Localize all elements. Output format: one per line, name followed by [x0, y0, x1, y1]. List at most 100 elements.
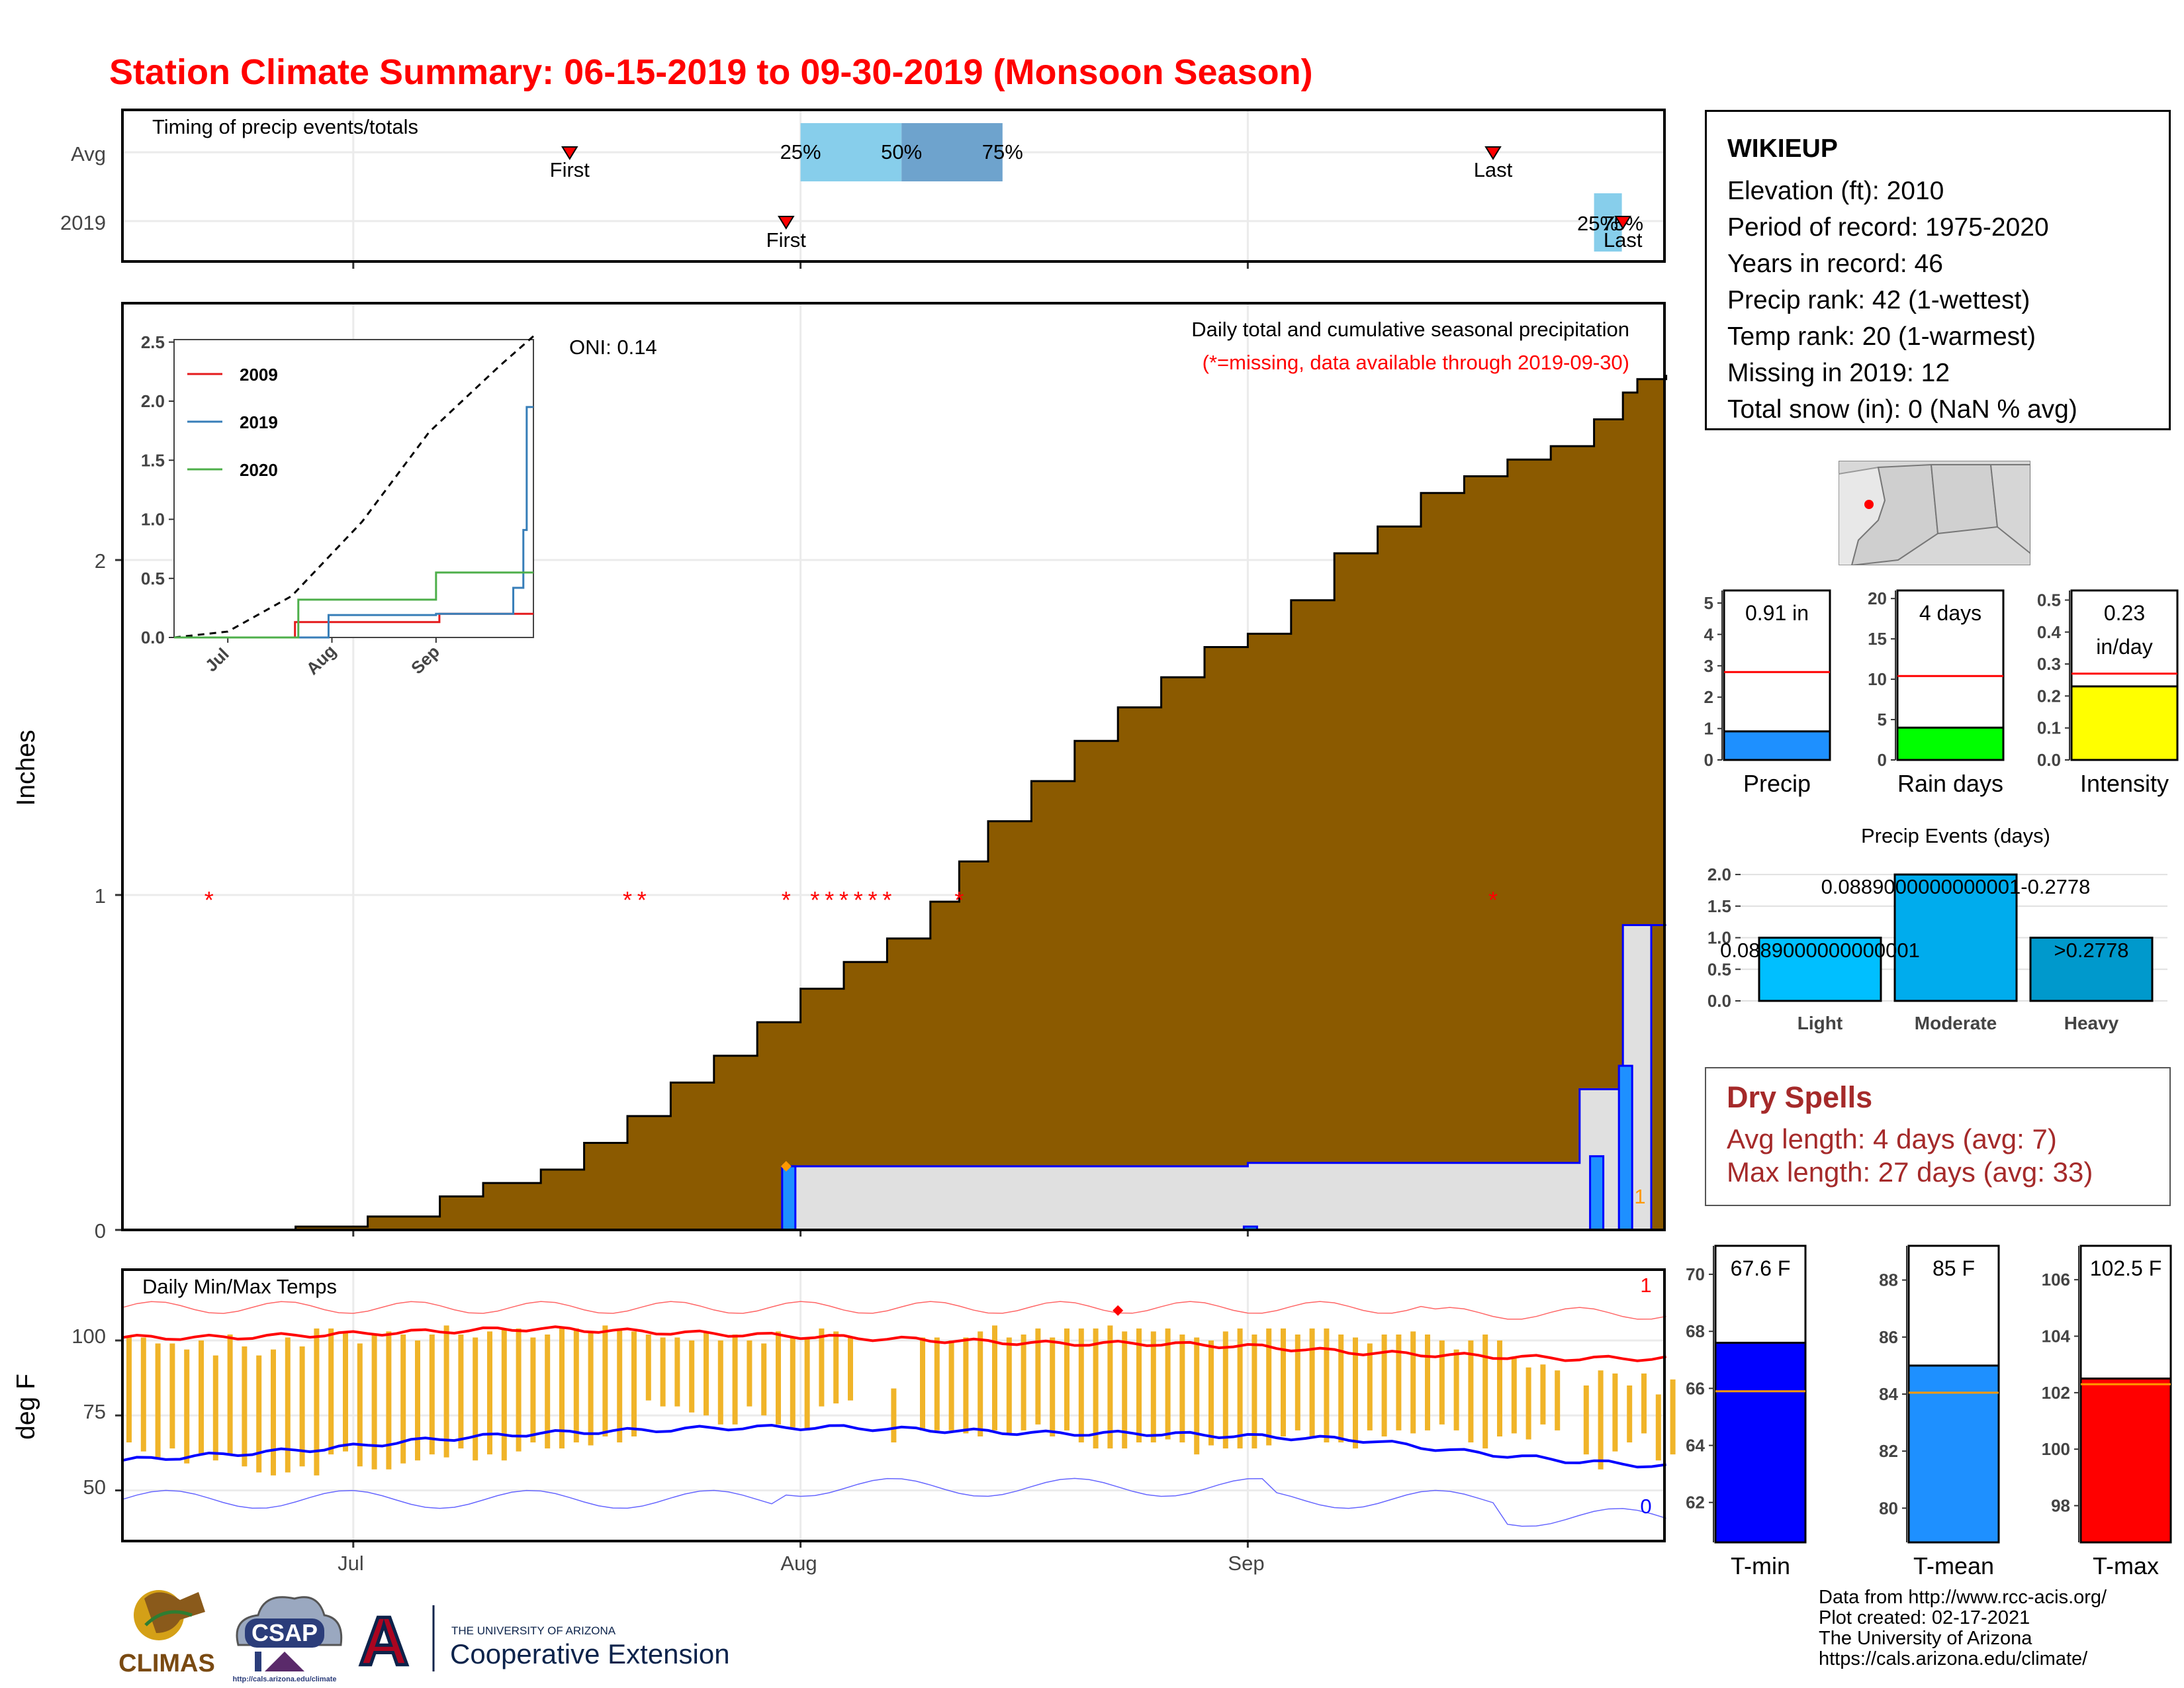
- temp-ytick-75: 75: [83, 1400, 106, 1423]
- record-low-line: [122, 1477, 1666, 1527]
- first-event-marker: [780, 1160, 792, 1172]
- oni-value: ONI: 0.14: [569, 336, 657, 359]
- event-label-heavy: >0.2778: [2054, 939, 2129, 962]
- event-cat-heavy: Heavy: [2064, 1013, 2119, 1033]
- temp-bar-label-tmin: 67.6 F: [1731, 1256, 1791, 1280]
- mini-bar-ytick-label: 15: [1868, 629, 1887, 649]
- ua-small-text: THE UNIVERSITY OF ARIZONA: [451, 1624, 616, 1637]
- precip-missing-note: (*=missing, data available through 2019-…: [1203, 351, 1629, 374]
- inset-ytick-label: 1.5: [141, 450, 165, 470]
- inset-ytick-label: 0.5: [141, 569, 165, 588]
- timing-avg-50-label: 50%: [881, 140, 922, 164]
- missing-day-marker: *: [868, 886, 878, 914]
- mini-bar-fill: [2070, 685, 2179, 761]
- event-cat-moderate: Moderate: [1915, 1013, 1997, 1033]
- mini-bar-fill: [1723, 730, 1831, 761]
- event-label-moderate: 0.0889000000000001-0.2778: [1821, 875, 2091, 898]
- temp-bar-name-tmin: T-min: [1731, 1552, 1790, 1579]
- mini-bar-name-intensity: Intensity: [2080, 770, 2169, 797]
- precip-event-bar: [1758, 937, 1882, 1002]
- inset-legend: 2009 2019 2020: [187, 365, 278, 480]
- dry-spells-title: Dry Spells: [1727, 1080, 1873, 1114]
- logos: CLIMAS CSAP http://cals.arizona.edu/clim…: [118, 1590, 730, 1683]
- mini-bar-ytick-label: 20: [1868, 588, 1887, 608]
- mini-bar-ytick-label: 0.2: [2037, 686, 2061, 706]
- mini-bar-label2-intensity: in/day: [2096, 635, 2152, 659]
- timing-avg-first-label: First: [550, 158, 590, 181]
- timing-avg-25-label: 25%: [780, 140, 821, 164]
- precip-panel: * * * * * * * * * * * * Daily total and cumulative …: [12, 302, 1668, 1243]
- avg-max-temp-line: [122, 1325, 1666, 1362]
- temp-bars-svg: 62 64 66 68 70 80 82 84 86 88 98 100 102 104 106 T-min…: [1686, 1244, 2172, 1579]
- mini-bar-ytick-label: 0.1: [2037, 718, 2061, 738]
- x-axis: Jul Aug Sep: [338, 1552, 1264, 1575]
- precip-frame: [121, 302, 1666, 1231]
- precip-ytick-0: 0: [95, 1219, 106, 1243]
- temp-bar-ytick-label: 102: [2042, 1383, 2070, 1403]
- mini-bar-fill: [1896, 726, 2005, 761]
- mini-bar-name-raindays: Rain days: [1897, 770, 2003, 797]
- timing-avg-last-label: Last: [1474, 158, 1513, 181]
- footer-plot-created: Plot created: 02-17-2021: [1819, 1607, 2030, 1628]
- mini-bar-label-precip: 0.91 in: [1745, 601, 1809, 625]
- timing-avg-75-label: 75%: [982, 140, 1023, 164]
- mini-bar-ytick-label: 4: [1704, 624, 1714, 644]
- missing-day-marker: *: [205, 886, 214, 914]
- station-years: Years in record: 46: [1727, 250, 1943, 278]
- temp-bar-ytick-label: 70: [1686, 1264, 1705, 1284]
- station-info-box: WIKIEUP Elevation (ft): 2010 Period of r…: [1705, 110, 2171, 430]
- mini-bar-ytick-label: 10: [1868, 669, 1887, 689]
- events-ytick-label: 0.0: [1707, 991, 1731, 1011]
- temp-ytick-100: 100: [71, 1325, 106, 1348]
- temp-bar-ytick-label: 66: [1686, 1378, 1705, 1398]
- avg-min-temp-line: [122, 1424, 1666, 1469]
- mini-bar-ytick-label: 0.5: [2037, 590, 2061, 610]
- record-high-marker: [1113, 1305, 1124, 1316]
- temp-bar-fill: [1714, 1341, 1807, 1544]
- temp-bar-ytick-label: 98: [2051, 1496, 2070, 1516]
- missing-day-marker: *: [623, 886, 632, 914]
- daily-precip-bar: [1617, 1064, 1633, 1231]
- inset-ytick-label: 0.0: [141, 628, 165, 647]
- precip-events-title: Precip Events (days): [1861, 824, 2050, 847]
- chart-title: Station Climate Summary: 06-15-2019 to 0…: [109, 52, 1313, 92]
- daily-precip-bar: [781, 1165, 797, 1231]
- footer-data-source: Data from http://www.rcc-acis.org/: [1819, 1587, 2107, 1608]
- timing-avg-25-50: [800, 123, 902, 181]
- temp-label: Daily Min/Max Temps: [142, 1275, 337, 1298]
- mini-bar-ytick-label: 5: [1704, 593, 1713, 613]
- temp-bar-ytick-label: 80: [1879, 1498, 1898, 1518]
- ua-logo: A THE UNIVERSITY OF ARIZONA Cooperative …: [357, 1602, 730, 1682]
- csap-text: CSAP: [251, 1619, 318, 1646]
- ua-letter: A: [359, 1603, 408, 1680]
- xtick-sep: Sep: [1228, 1552, 1264, 1575]
- temp-bar-ytick-label: 100: [2042, 1439, 2070, 1459]
- inset-ytick-label: 1.0: [141, 510, 165, 530]
- temp-bar-name-tmax: T-max: [2093, 1552, 2159, 1579]
- precip-events-svg: 0.0 0.5 1.0 1.5 2.0 Precip Events (days) Lig…: [1707, 824, 2167, 1033]
- mini-bar-name-precip: Precip: [1743, 770, 1811, 797]
- timing-row-2019: 2019: [60, 211, 106, 234]
- station-elevation: Elevation (ft): 2010: [1727, 177, 1944, 205]
- inset-ytick-label: 2.0: [141, 391, 165, 411]
- missing-day-marker: *: [954, 886, 964, 914]
- dry-spells-box: Dry Spells Avg length: 4 days (avg: 7) M…: [1705, 1067, 2171, 1206]
- precip-ytick-1: 1: [95, 884, 106, 908]
- dry-spells-avg: Avg length: 4 days (avg: 7): [1727, 1123, 2057, 1154]
- temp-min-count: 0: [1640, 1495, 1651, 1518]
- temp-bar-fill: [1907, 1364, 2000, 1544]
- event-cat-light: Light: [1797, 1013, 1843, 1033]
- missing-day-marker: *: [854, 886, 863, 914]
- csap-logo: CSAP http://cals.arizona.edu/climate: [232, 1596, 343, 1683]
- mini-bar-ytick-label: 0.3: [2037, 654, 2061, 674]
- ua-big-text: Cooperative Extension: [450, 1638, 730, 1669]
- mini-bar-ytick-label: 3: [1704, 656, 1713, 676]
- timing-avg-last-marker: [1484, 146, 1502, 160]
- locator-map: [1839, 461, 2030, 565]
- mini-bar-ytick-label: 5: [1878, 710, 1887, 729]
- missing-day-marker: *: [839, 886, 848, 914]
- precip-y-label: Inches: [12, 730, 40, 806]
